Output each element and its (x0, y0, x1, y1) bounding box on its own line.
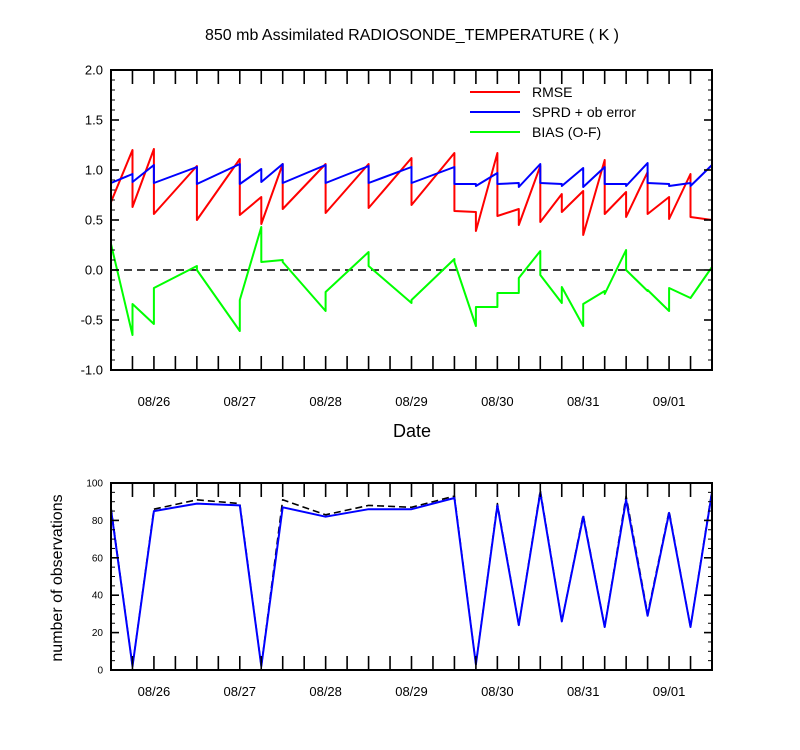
x-tick-label: 08/27 (224, 394, 257, 409)
legend-label-rmse: RMSE (532, 84, 572, 100)
y-tick-label: 40 (92, 591, 104, 602)
y-tick-label: -1.0 (81, 363, 103, 378)
x-tick-label: 08/28 (309, 684, 342, 699)
x-tick-label: 09/01 (653, 394, 686, 409)
bottom-chart: 0 20 40 60 80 100 08/26 08/27 08/28 08/29 08/30 08/… (86, 479, 713, 699)
x-tick-label: 08/26 (138, 394, 171, 409)
y-tick-label: 100 (86, 479, 103, 490)
y-tick-label: 1.5 (85, 113, 103, 128)
y-tick-label: 0.0 (85, 263, 103, 278)
series-line-rmse (110, 148, 713, 236)
x-tick-label: 08/31 (567, 394, 600, 409)
y-tick-label: 0.5 (85, 213, 103, 228)
x-tick-label: 08/26 (138, 684, 171, 699)
y-tick-label: 2.0 (85, 63, 103, 78)
x-tick-label: 08/30 (481, 394, 514, 409)
series-line-bias-o-f (110, 226, 713, 336)
x-tick-label: 08/29 (395, 394, 428, 409)
series-line-sprd-ob-error (110, 162, 713, 188)
y-tick-label: 20 (92, 628, 104, 639)
legend: RMSE SPRD + ob error BIAS (O-F) (470, 84, 636, 140)
x-tick-label: 08/29 (395, 684, 428, 699)
y-tick-label: 0 (97, 666, 103, 677)
x-tick-label: 08/28 (309, 394, 342, 409)
plot-frame (110, 482, 713, 671)
x-tick-label: 08/27 (224, 684, 257, 699)
chart-title: 850 mb Assimilated RADIOSONDE_TEMPERATUR… (205, 27, 619, 44)
top-chart: -1.0 -0.5 0.0 0.5 1.0 1.5 2.0 08/26 08/27 08/28 08… (81, 63, 713, 409)
legend-label-sprd-ob-error: SPRD + ob error (532, 104, 636, 120)
y-tick-label: 60 (92, 553, 104, 564)
legend-label-bias-o-f: BIAS (O-F) (532, 124, 601, 140)
x-tick-label: 08/30 (481, 684, 514, 699)
y-axis-label-observations: number of observations (49, 494, 66, 661)
y-tick-label: 80 (92, 516, 104, 527)
y-tick-label: -0.5 (81, 313, 103, 328)
y-tick-label: 1.0 (85, 163, 103, 178)
series-line-possible (110, 489, 713, 668)
x-tick-label: 08/31 (567, 684, 600, 699)
x-axis-label: Date (393, 421, 431, 441)
x-tick-label: 09/01 (653, 684, 686, 699)
